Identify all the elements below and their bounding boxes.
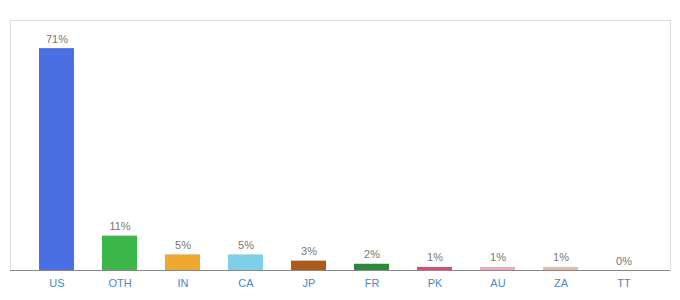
svg-text:1%: 1% bbox=[427, 251, 443, 263]
svg-text:TT: TT bbox=[617, 277, 631, 289]
svg-text:2%: 2% bbox=[364, 248, 380, 260]
svg-text:1%: 1% bbox=[490, 251, 506, 263]
svg-text:JP: JP bbox=[303, 277, 316, 289]
svg-text:IN: IN bbox=[178, 277, 189, 289]
svg-text:5%: 5% bbox=[238, 239, 254, 251]
svg-text:CA: CA bbox=[238, 277, 254, 289]
svg-text:AU: AU bbox=[490, 277, 505, 289]
svg-text:ZA: ZA bbox=[554, 277, 569, 289]
svg-text:1%: 1% bbox=[553, 251, 569, 263]
svg-text:0%: 0% bbox=[616, 255, 632, 267]
svg-text:FR: FR bbox=[365, 277, 380, 289]
svg-text:71%: 71% bbox=[46, 33, 68, 45]
svg-text:5%: 5% bbox=[175, 239, 191, 251]
svg-text:US: US bbox=[49, 277, 64, 289]
svg-text:OTH: OTH bbox=[108, 277, 131, 289]
svg-text:PK: PK bbox=[428, 277, 443, 289]
svg-text:3%: 3% bbox=[301, 245, 317, 257]
svg-text:11%: 11% bbox=[109, 220, 130, 232]
